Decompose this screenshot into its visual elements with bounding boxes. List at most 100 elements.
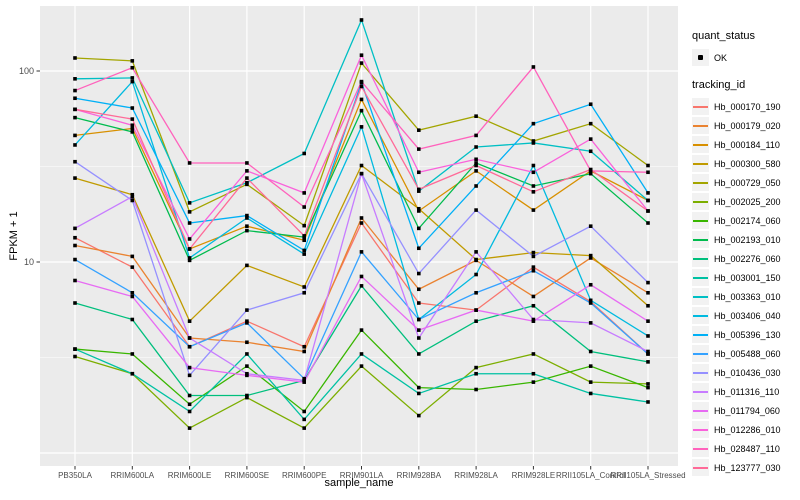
legend-key-box [692,174,709,191]
svg-text:RRIM928BA: RRIM928BA [397,471,442,480]
legend-item: Hb_012286_010 [692,420,798,439]
legend-item: Hb_011316_110 [692,382,798,401]
legend-key-box [692,136,709,153]
svg-text:RRIM901LA: RRIM901LA [340,471,384,480]
legend-item: Hb_000300_580 [692,154,798,173]
legend-item: Hb_000179_020 [692,116,798,135]
legend-key-box [692,250,709,267]
legend-item-label: Hb_002193_010 [714,234,781,245]
series-line-icon [693,238,708,241]
legend-key-box [692,307,709,324]
legend-key-box [692,440,709,457]
legend-key-box [692,212,709,229]
legend-item: Hb_000729_050 [692,173,798,192]
legend-item: Hb_010436_030 [692,363,798,382]
svg-text:RRIM600SE: RRIM600SE [225,471,269,480]
legend-item: Hb_000184_110 [692,135,798,154]
legend-item-label: Hb_000729_050 [714,177,781,188]
legend-item-label: Hb_005488_060 [714,348,781,359]
series-line-icon [693,295,708,298]
series-line-icon [693,143,708,146]
legend-item: Hb_003363_010 [692,287,798,306]
legend-item-label: Hb_000170_190 [714,101,781,112]
legend-item-label: Hb_010436_030 [714,367,781,378]
svg-text:RRIM928LE: RRIM928LE [512,471,556,480]
series-line-icon [693,257,708,260]
legend-item: Hb_003406_040 [692,306,798,325]
black-point-icon [698,55,703,60]
legend-key-box [692,98,709,115]
series-line-icon [693,219,708,222]
svg-text:RRIM600LA: RRIM600LA [111,471,155,480]
legend-item-label: Hb_002025_200 [714,196,781,207]
legend-item-label: Hb_000179_020 [714,120,781,131]
x-axis-title: sample_name [324,477,394,489]
legend-item: Hb_005488_060 [692,344,798,363]
series-line-icon [693,333,708,336]
legend-item-label: OK [714,52,728,63]
series-line-icon [693,371,708,374]
series-line-icon [693,466,708,469]
series-line-icon [693,447,708,450]
svg-text:RRIM600PE: RRIM600PE [282,471,326,480]
series-line-icon [693,428,708,431]
legend-tracking-items: Hb_000170_190 Hb_000179_020 Hb_000184_110 H… [692,97,798,477]
legend-key-box [692,364,709,381]
legend-key-box [692,155,709,172]
legend-key-box [692,269,709,286]
series-line-icon [693,352,708,355]
legend-key-box [692,459,709,476]
legend-key-box [692,402,709,419]
series-line-icon [693,162,708,165]
legend-item-label: Hb_000300_580 [714,158,781,169]
legend-item: Hb_003001_150 [692,268,798,287]
series-line-icon [693,276,708,279]
legend-key-box [692,383,709,400]
legend-item: Hb_002174_060 [692,211,798,230]
svg-text:RRII105LA_Control: RRII105LA_Control [556,471,626,480]
legend-item-label: Hb_002174_060 [714,215,781,226]
legend-key-box [692,421,709,438]
svg-text:PB350LA: PB350LA [58,471,92,480]
legend-item-label: Hb_011794_060 [714,405,780,416]
legend-item-label: Hb_002276_060 [714,253,781,264]
legend-key-box [692,193,709,210]
legend-key-box [692,288,709,305]
legend-item-label: Hb_028487_110 [714,443,780,454]
legend-item: Hb_002193_010 [692,230,798,249]
legend-item: Hb_000170_190 [692,97,798,116]
legend-item-label: Hb_123777_030 [714,462,781,473]
svg-text:RRII105LA_Stressed: RRII105LA_Stressed [610,471,685,480]
series-line-icon [693,181,708,184]
legend-item-label: Hb_003406_040 [714,310,781,321]
legend-key-box [692,231,709,248]
svg-text:RRIM928LA: RRIM928LA [454,471,498,480]
legend: quant_status OK tracking_id Hb_000170_19… [692,30,798,477]
legend-item-label: Hb_003363_010 [714,291,781,302]
series-line-icon [693,390,708,393]
y-axis-title: FPKM + 1 [8,211,20,261]
series-line-icon [693,409,708,412]
legend-item-label: Hb_011316_110 [714,386,780,397]
legend-key-box [692,345,709,362]
series-line-icon [693,314,708,317]
legend-item-label: Hb_003001_150 [714,272,781,283]
legend-item: Hb_011794_060 [692,401,798,420]
svg-text:RRIM600LE: RRIM600LE [168,471,212,480]
legend-item-label: Hb_005396_130 [714,329,781,340]
legend-item: Hb_002025_200 [692,192,798,211]
legend-item: Hb_005396_130 [692,325,798,344]
legend-tracking-id-title: tracking_id [692,79,746,91]
legend-key-box [692,49,709,66]
legend-key-box [692,117,709,134]
legend-quant-status-title: quant_status [692,30,755,42]
svg-text:10: 10 [24,257,34,267]
series-line-icon [693,200,708,203]
legend-item-label: Hb_012286_010 [714,424,781,435]
svg-text:100: 100 [19,66,34,76]
legend-item-label: Hb_000184_110 [714,139,780,150]
series-line-icon [693,124,708,127]
series-line-icon [693,105,708,108]
